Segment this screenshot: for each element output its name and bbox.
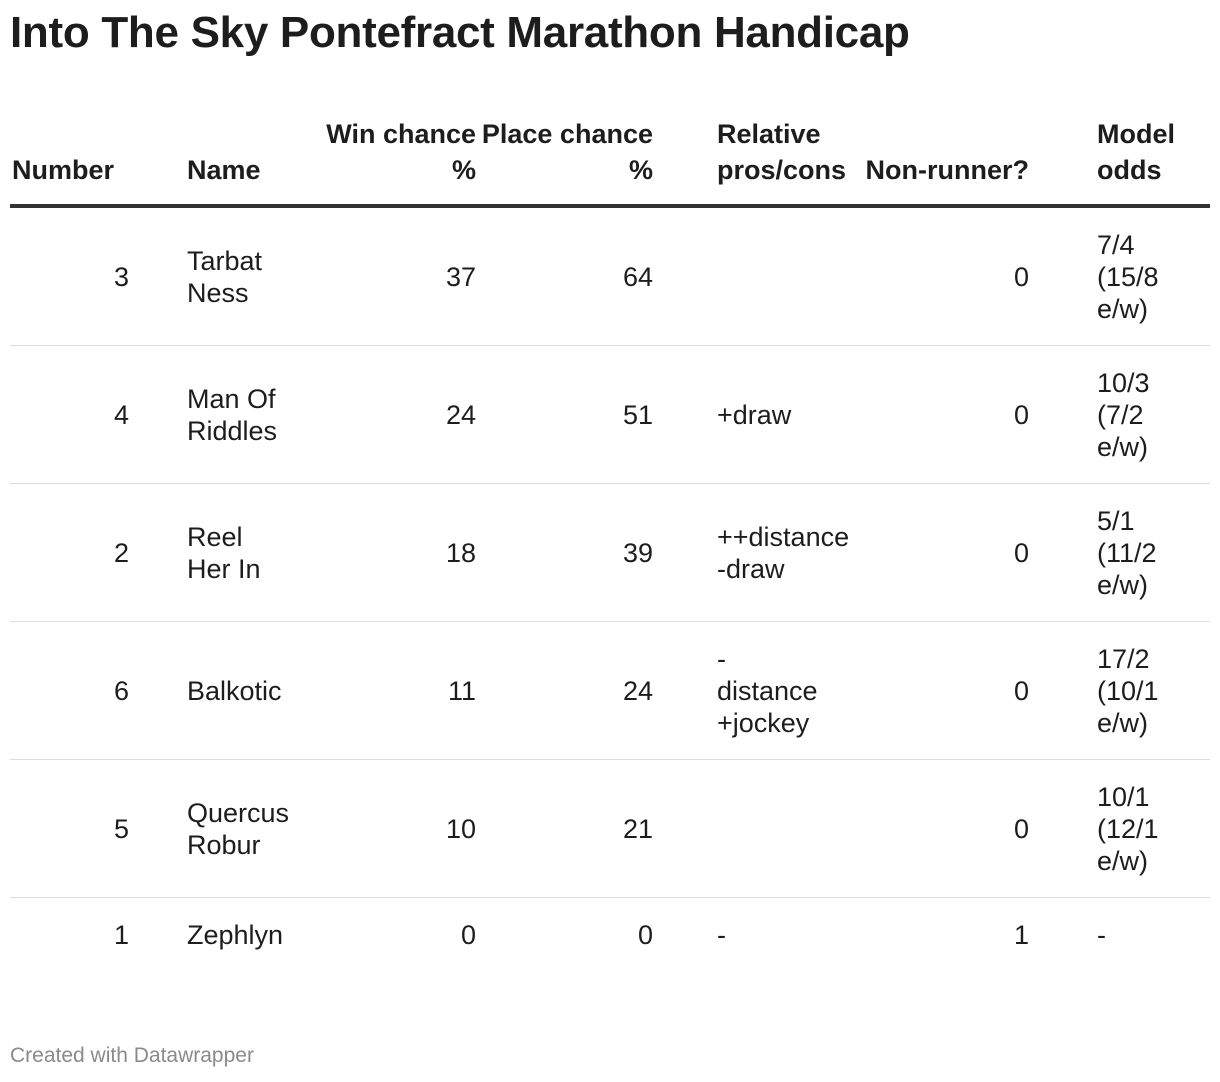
cell-number: 4 bbox=[10, 345, 187, 484]
cell-non-runner: 0 bbox=[825, 206, 1033, 346]
cell-place: 0 bbox=[637, 920, 653, 950]
cell-place: 21 bbox=[476, 759, 653, 898]
cell-win: 11 bbox=[324, 621, 476, 760]
col-header-place[interactable]: Place chance % bbox=[476, 108, 653, 208]
col-header-number[interactable]: Number bbox=[10, 108, 187, 208]
results-table: Number Name Win chance % Place chance % … bbox=[10, 108, 1210, 972]
cell-odds: 5/1 (11/2 e/w) bbox=[1033, 483, 1210, 622]
table-row: 2 Reel Her In 18 39 ++distance -draw 0 5/1 (11… bbox=[10, 483, 1210, 622]
table-row: 6 Balkotic 11 24 -distance +jockey 0 17/2 (10/… bbox=[10, 621, 1210, 760]
table-row: 3 Tarbat Ness 37 64 0 7/4 (15/8 e/w) bbox=[10, 206, 1210, 346]
cell-pros-cons bbox=[653, 206, 825, 346]
table-row: 5 Quercus Robur 10 21 0 10/1 (12/1 e/w) bbox=[10, 759, 1210, 898]
cell-number: 5 bbox=[10, 759, 187, 898]
cell-non-runner: 0 bbox=[825, 759, 1033, 898]
cell-win: 18 bbox=[324, 483, 476, 622]
cell-win: 24 bbox=[324, 345, 476, 484]
cell-name: Balkotic bbox=[187, 621, 324, 760]
cell-win: 10 bbox=[324, 759, 476, 898]
col-header-non-runner[interactable]: Non-runner? bbox=[825, 108, 1033, 208]
header-row: Number Name Win chance % Place chance % … bbox=[10, 108, 1210, 208]
cell-odds: 10/1 (12/1 e/w) bbox=[1033, 759, 1210, 898]
cell-odds: 10/3 (7/2 e/w) bbox=[1033, 345, 1210, 484]
cell-number: 1 bbox=[113, 920, 129, 950]
cell-name: Reel Her In bbox=[187, 483, 324, 622]
cell-pros-cons bbox=[653, 759, 825, 898]
col-header-pros-cons[interactable]: Relative pros/cons bbox=[653, 108, 846, 208]
cell-name: Quercus Robur bbox=[187, 759, 324, 898]
cell-name: Man Of Riddles bbox=[187, 345, 324, 484]
cell-number: 2 bbox=[10, 483, 187, 622]
cell-place: 64 bbox=[476, 206, 653, 346]
col-header-odds[interactable]: Model odds bbox=[1033, 108, 1210, 208]
cell-odds: 7/4 (15/8 e/w) bbox=[1033, 206, 1210, 346]
col-header-win[interactable]: Win chance % bbox=[324, 108, 476, 208]
cell-win: 37 bbox=[324, 206, 476, 346]
cell-win: 0 bbox=[460, 920, 476, 950]
cell-non-runner: 0 bbox=[825, 621, 1033, 760]
table-row: 1 Zephlyn 0 0 - 1 - bbox=[10, 898, 1210, 973]
cell-place: 24 bbox=[476, 621, 653, 760]
cell-name: Tarbat Ness bbox=[187, 206, 324, 346]
chart-title: Into The Sky Pontefract Marathon Handica… bbox=[10, 8, 910, 57]
cell-pros-cons: ++distance -draw bbox=[653, 483, 849, 622]
cell-pros-cons: -distance +jockey bbox=[653, 621, 825, 760]
cell-pros-cons: - bbox=[717, 920, 726, 950]
cell-non-runner: 1 bbox=[1013, 920, 1029, 950]
cell-number: 3 bbox=[10, 206, 187, 346]
cell-non-runner: 0 bbox=[825, 483, 1033, 622]
datawrapper-credit: Created with Datawrapper bbox=[10, 1044, 254, 1067]
cell-name: Zephlyn bbox=[187, 920, 284, 950]
table-body: 3 Tarbat Ness 37 64 0 7/4 (15/8 e/w) 4 Man Of R… bbox=[10, 206, 1210, 972]
table-row: 4 Man Of Riddles 24 51 +draw 0 10/3 (7/2 e/w) bbox=[10, 345, 1210, 484]
cell-odds: 17/2 (10/1 e/w) bbox=[1033, 621, 1210, 760]
cell-place: 51 bbox=[476, 345, 653, 484]
cell-odds: - bbox=[1097, 920, 1106, 950]
cell-non-runner: 0 bbox=[825, 345, 1033, 484]
col-header-name[interactable]: Name bbox=[187, 108, 324, 208]
cell-pros-cons: +draw bbox=[653, 345, 825, 484]
cell-number: 6 bbox=[10, 621, 187, 760]
cell-place: 39 bbox=[476, 483, 653, 622]
